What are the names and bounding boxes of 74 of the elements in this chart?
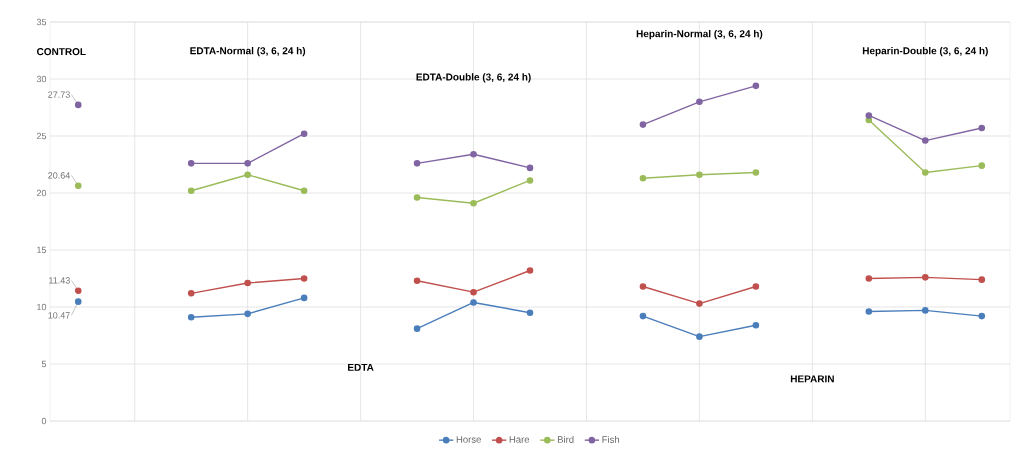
legend-label: Hare bbox=[509, 436, 530, 443]
point bbox=[696, 333, 703, 340]
point bbox=[865, 275, 873, 282]
point bbox=[639, 312, 647, 320]
point bbox=[752, 82, 760, 90]
annotation: HEPARIN bbox=[790, 375, 834, 383]
point bbox=[470, 199, 477, 207]
point bbox=[187, 187, 195, 195]
annotation: EDTA bbox=[348, 363, 374, 371]
point bbox=[639, 121, 647, 128]
annotation: Heparin-Double (3, 6, 24 h) bbox=[862, 46, 988, 57]
point bbox=[526, 309, 534, 316]
y-tick-label: 35 bbox=[36, 18, 47, 26]
point bbox=[752, 283, 760, 290]
point bbox=[300, 187, 308, 195]
data-label: 20.64 bbox=[48, 172, 70, 179]
point bbox=[470, 150, 477, 158]
data-label: 27.73 bbox=[48, 91, 70, 98]
point bbox=[922, 137, 929, 144]
point bbox=[978, 162, 986, 169]
point bbox=[74, 101, 82, 109]
legend-label: Fish bbox=[602, 435, 620, 443]
point bbox=[74, 182, 82, 189]
y-tick-label: 25 bbox=[36, 132, 47, 140]
point bbox=[922, 307, 929, 314]
point bbox=[187, 313, 195, 321]
point bbox=[526, 267, 534, 274]
y-tick-label: 20 bbox=[36, 189, 47, 197]
point bbox=[74, 298, 82, 305]
point bbox=[187, 290, 195, 297]
point bbox=[74, 287, 82, 294]
point bbox=[413, 194, 421, 201]
y-tick-label: 30 bbox=[36, 75, 47, 83]
point bbox=[244, 160, 251, 167]
point bbox=[526, 164, 534, 172]
point bbox=[752, 321, 760, 329]
annotation: EDTA-Normal (3, 6, 24 h) bbox=[190, 46, 306, 57]
point bbox=[696, 300, 703, 307]
y-tick-label: 15 bbox=[37, 246, 47, 254]
point bbox=[300, 275, 308, 282]
point bbox=[978, 276, 986, 283]
point bbox=[470, 299, 477, 306]
annotation: EDTA-Double (3, 6, 24 h) bbox=[416, 73, 531, 83]
data-label: 10.47 bbox=[48, 312, 70, 319]
y-tick-label: 10 bbox=[37, 303, 47, 311]
annotation: Heparin-Normal (3, 6, 24 h) bbox=[636, 29, 763, 40]
y-tick-label: 0 bbox=[41, 417, 47, 425]
point bbox=[922, 169, 929, 176]
point bbox=[865, 112, 873, 119]
point bbox=[300, 130, 308, 138]
point bbox=[752, 169, 760, 176]
point bbox=[526, 177, 534, 184]
point bbox=[413, 277, 421, 285]
legend-label: Horse bbox=[456, 436, 481, 443]
legend-label: Bird bbox=[557, 435, 574, 443]
point bbox=[244, 279, 251, 287]
point bbox=[244, 310, 251, 318]
point bbox=[413, 160, 421, 167]
point bbox=[470, 288, 477, 296]
point bbox=[300, 294, 308, 302]
point bbox=[922, 274, 929, 281]
point bbox=[978, 124, 986, 132]
y-tick-label: 5 bbox=[41, 360, 47, 368]
point bbox=[639, 174, 647, 182]
point bbox=[865, 308, 873, 315]
point bbox=[696, 98, 703, 106]
annotation: CONTROL bbox=[36, 48, 86, 56]
data-label: 11.43 bbox=[49, 277, 70, 284]
point bbox=[413, 325, 421, 332]
point bbox=[696, 171, 703, 179]
point bbox=[244, 171, 251, 179]
point bbox=[639, 283, 647, 290]
point bbox=[187, 160, 195, 167]
point bbox=[978, 312, 986, 320]
